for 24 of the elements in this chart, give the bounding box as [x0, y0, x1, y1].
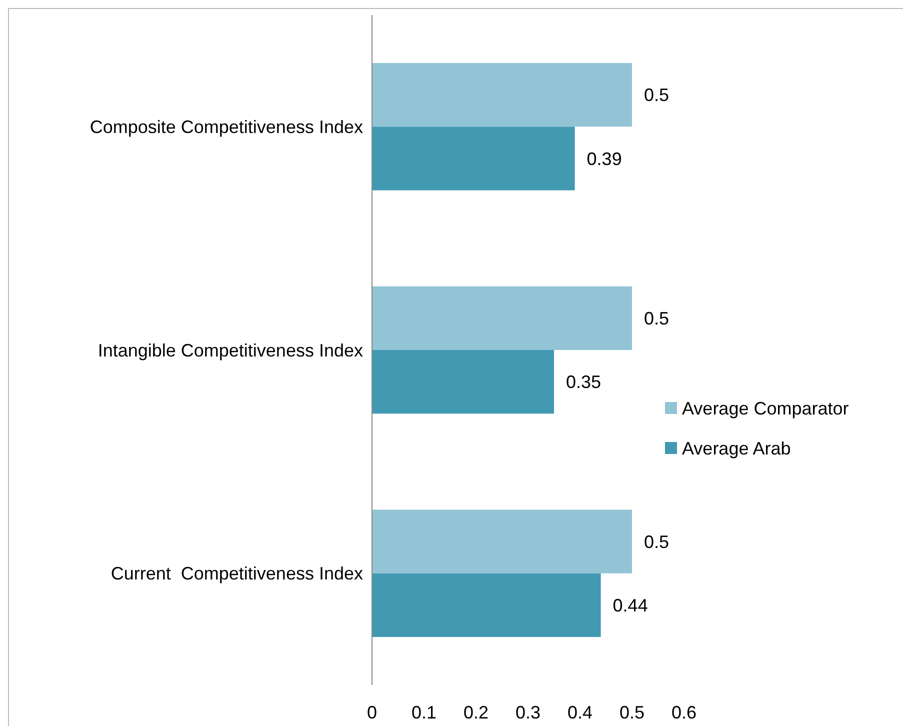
bar [372, 286, 632, 350]
bar [372, 350, 554, 414]
data-label: 0.5 [644, 308, 670, 328]
legend-label: Average Arab [682, 438, 791, 458]
y-tick-label: Composite Competitiveness Index [90, 116, 363, 137]
data-label: 0.5 [644, 85, 670, 106]
bar [372, 510, 632, 574]
bar [372, 126, 575, 190]
data-label: 0.39 [586, 148, 622, 169]
bar [372, 573, 601, 637]
x-tick-label: 0.5 [619, 702, 645, 722]
bar [372, 63, 632, 127]
data-label: 0.44 [612, 595, 648, 616]
data-label: 0.35 [566, 372, 602, 392]
x-tick-label: 0.3 [515, 702, 541, 722]
x-tick-label: 0 [366, 702, 378, 722]
x-tick-label: 0.2 [463, 702, 489, 722]
data-label: 0.5 [644, 532, 670, 552]
x-tick-label: 0.1 [411, 702, 437, 722]
x-tick-label: 0.4 [567, 702, 593, 722]
y-tick-label: Current Competitiveness Index [110, 564, 363, 584]
y-tick-label: Intangible Competitiveness Index [98, 340, 363, 360]
legend-label: Average Comparator [682, 398, 849, 418]
x-tick-label: 0.6 [671, 702, 697, 722]
